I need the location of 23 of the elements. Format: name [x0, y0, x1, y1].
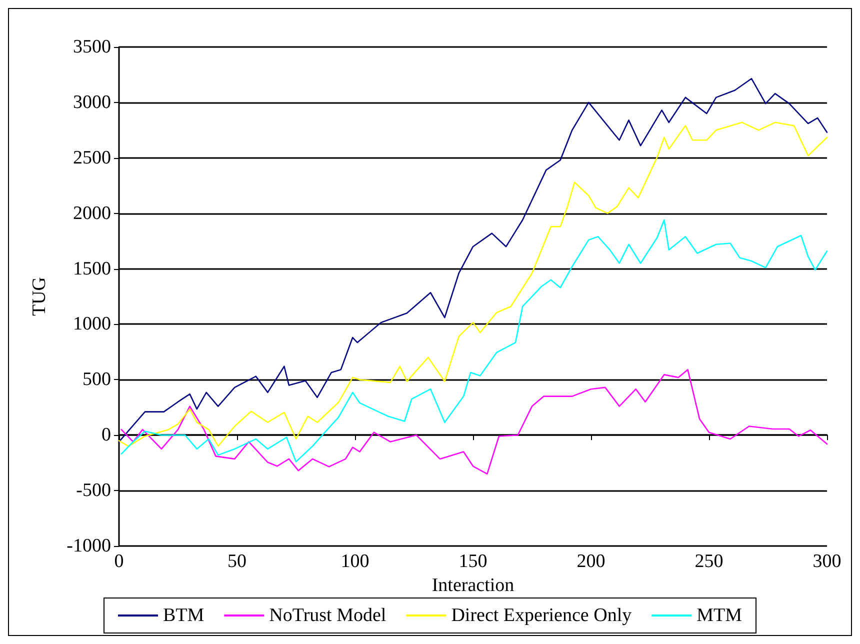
y-tick-label: 3500: [73, 36, 111, 58]
legend-label: Direct Experience Only: [451, 605, 632, 626]
legend-label: BTM: [163, 605, 204, 626]
y-tick-label: 1000: [73, 314, 111, 335]
y-tick-label: 3000: [73, 92, 111, 113]
y-tick-label: 2000: [73, 202, 111, 224]
legend-label: NoTrust Model: [269, 605, 386, 626]
x-tick-label: 0: [114, 551, 124, 572]
x-tick-label: 300: [812, 551, 842, 572]
y-axis-title: TUG: [29, 276, 50, 316]
y-tick-label: -1000: [66, 536, 111, 556]
y-tick-label: -500: [76, 480, 111, 502]
x-axis-title: Interaction: [432, 574, 515, 596]
x-tick-label: 250: [694, 551, 724, 572]
x-tick-label: 150: [458, 551, 488, 572]
y-tick-label: 500: [82, 369, 111, 390]
x-tick-label: 200: [576, 551, 606, 572]
y-tick-label: 2500: [73, 147, 111, 168]
y-tick-label: 1500: [73, 258, 111, 280]
y-tick-label: 0: [102, 424, 111, 446]
legend-label: MTM: [696, 605, 742, 626]
x-tick-label: 50: [228, 551, 246, 572]
x-tick-label: 100: [340, 551, 370, 572]
